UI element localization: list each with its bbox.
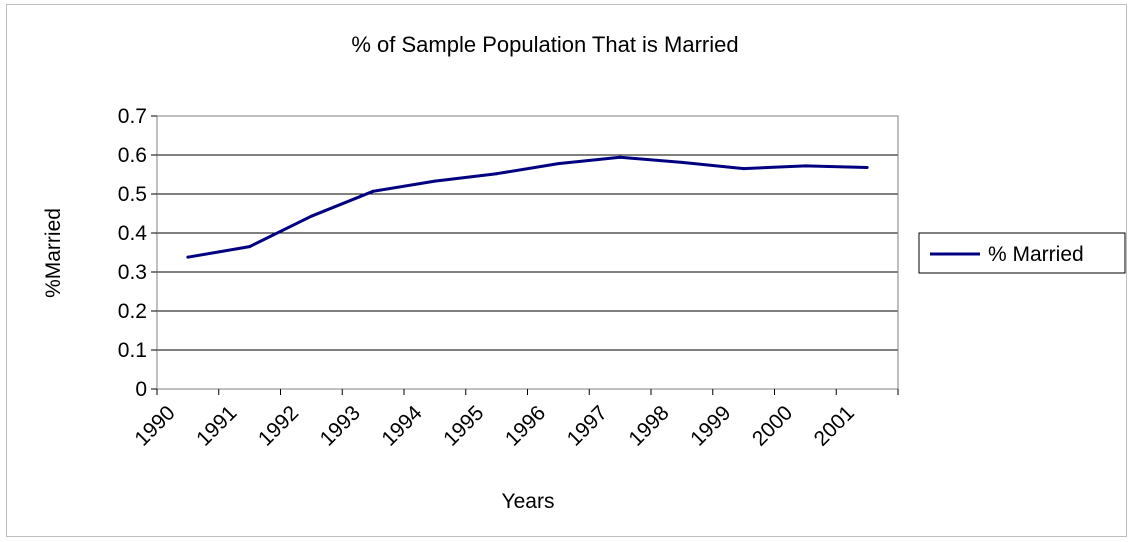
plot-area	[156, 115, 899, 390]
legend-label: % Married	[988, 243, 1084, 266]
chart-title: % of Sample Population That is Married	[351, 32, 738, 57]
y-axis-title: %Married	[42, 208, 65, 298]
x-tick-label: 1995	[439, 401, 488, 450]
y-tick-label: 0.7	[118, 105, 147, 128]
x-tick-label: 1996	[501, 401, 550, 450]
data-point	[556, 162, 560, 166]
data-point	[371, 189, 375, 193]
data-point	[309, 214, 313, 218]
x-tick-label: 1993	[316, 401, 365, 450]
data-point	[186, 255, 190, 259]
data-point	[495, 172, 499, 176]
data-point	[248, 245, 252, 249]
y-tick-label: 0.4	[118, 222, 148, 245]
x-tick-label: 1997	[563, 401, 612, 450]
series-layer	[186, 155, 869, 259]
x-axis-title: Years	[502, 490, 555, 513]
data-point	[433, 179, 437, 183]
gridlines	[157, 154, 898, 351]
data-point	[742, 167, 746, 171]
data-point	[618, 155, 622, 159]
data-point	[865, 165, 869, 169]
x-tick-label: 1990	[130, 401, 179, 450]
y-tick-label: 0	[135, 378, 147, 401]
y-tick-label: 0.1	[118, 339, 147, 362]
y-tick-label: 0.2	[118, 300, 147, 323]
x-axis: 1990 1991 1992 1993 1994 1995 1996 1997 1998 1999…	[130, 389, 899, 451]
x-tick-label: 2000	[748, 401, 797, 450]
x-tick-label: 1999	[686, 401, 735, 450]
x-tick-label: 1991	[192, 401, 241, 450]
legend: % Married	[918, 232, 1126, 274]
y-tick-label: 0.6	[118, 144, 147, 167]
x-tick-label: 1992	[254, 401, 303, 450]
data-point	[680, 160, 684, 164]
data-point	[803, 164, 807, 168]
y-tick-label: 0.3	[118, 261, 147, 284]
x-tick-label: 1994	[377, 401, 427, 451]
x-tick-label: 2001	[810, 401, 859, 450]
y-axis: 0 0.1 0.2 0.3 0.4 0.5 0.6 0.7	[118, 105, 157, 401]
x-tick-label: 1998	[624, 401, 673, 450]
y-tick-label: 0.5	[118, 183, 147, 206]
series-line	[187, 155, 868, 259]
